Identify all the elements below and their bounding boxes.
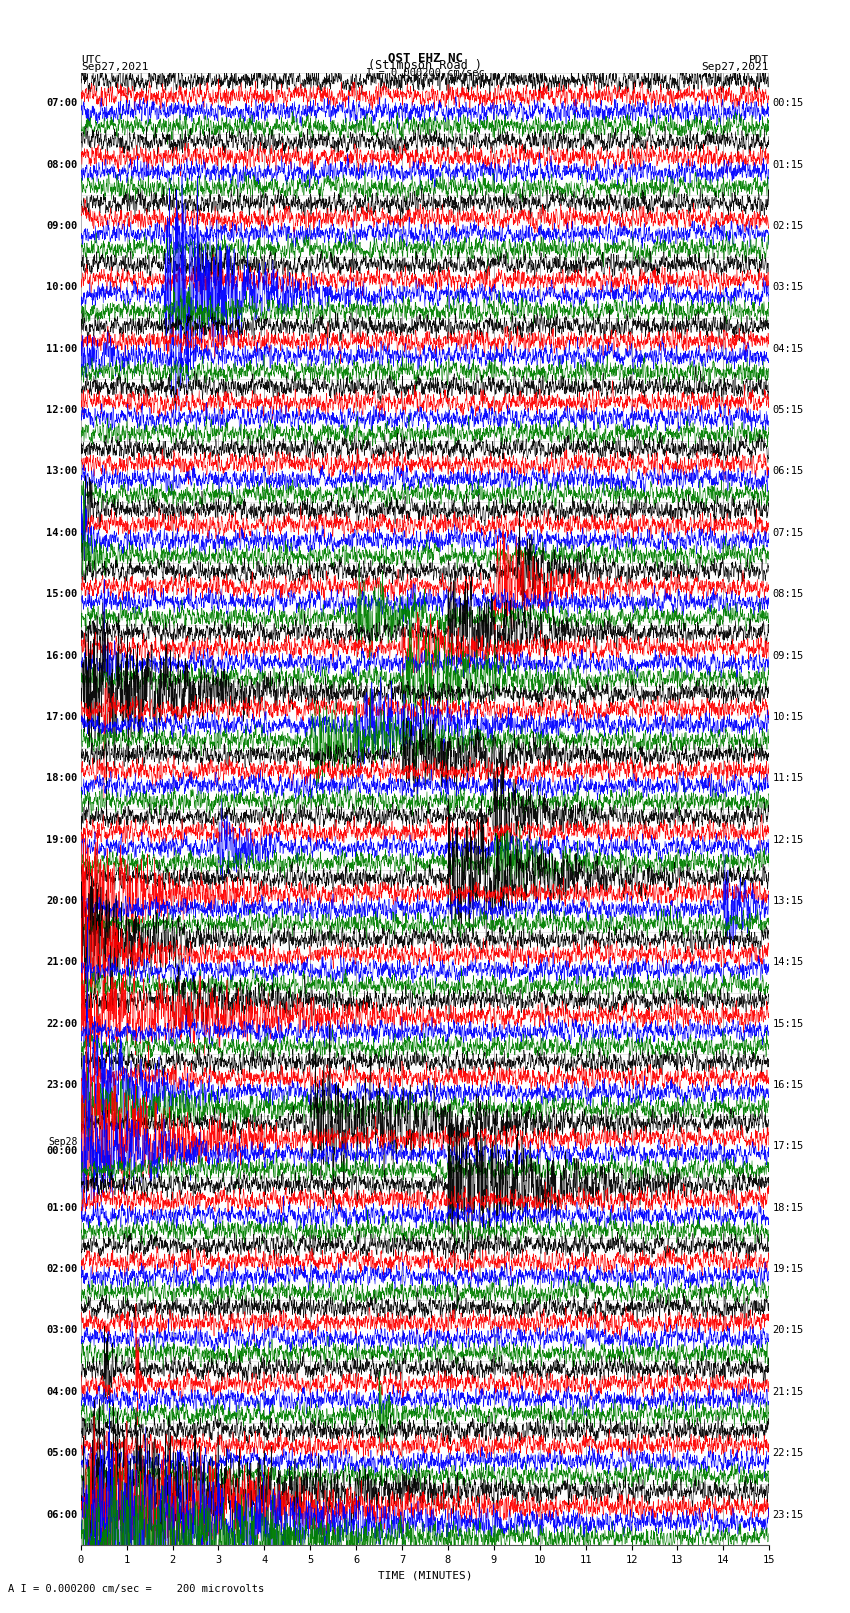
Text: I = 0.000200 cm/sec: I = 0.000200 cm/sec <box>366 68 484 77</box>
Text: 15:00: 15:00 <box>46 589 77 598</box>
Text: 12:00: 12:00 <box>46 405 77 415</box>
Text: 22:00: 22:00 <box>46 1019 77 1029</box>
Text: UTC: UTC <box>81 55 101 65</box>
X-axis label: TIME (MINUTES): TIME (MINUTES) <box>377 1571 473 1581</box>
Text: 20:15: 20:15 <box>773 1326 804 1336</box>
Text: 19:15: 19:15 <box>773 1265 804 1274</box>
Text: 07:15: 07:15 <box>773 527 804 537</box>
Text: 10:00: 10:00 <box>46 282 77 292</box>
Text: 21:00: 21:00 <box>46 958 77 968</box>
Text: 09:15: 09:15 <box>773 650 804 660</box>
Text: Sep27,2021: Sep27,2021 <box>702 61 769 71</box>
Text: 13:00: 13:00 <box>46 466 77 476</box>
Text: 10:15: 10:15 <box>773 711 804 723</box>
Text: (Stimpson Road ): (Stimpson Road ) <box>368 58 482 71</box>
Text: 03:15: 03:15 <box>773 282 804 292</box>
Text: 04:00: 04:00 <box>46 1387 77 1397</box>
Text: 19:00: 19:00 <box>46 834 77 845</box>
Text: 03:00: 03:00 <box>46 1326 77 1336</box>
Text: 01:15: 01:15 <box>773 160 804 169</box>
Text: 04:15: 04:15 <box>773 344 804 353</box>
Text: 00:00: 00:00 <box>46 1145 77 1157</box>
Text: 17:15: 17:15 <box>773 1142 804 1152</box>
Text: 08:15: 08:15 <box>773 589 804 598</box>
Text: 18:15: 18:15 <box>773 1203 804 1213</box>
Text: 14:00: 14:00 <box>46 527 77 537</box>
Text: 06:00: 06:00 <box>46 1510 77 1519</box>
Text: 14:15: 14:15 <box>773 958 804 968</box>
Text: 18:00: 18:00 <box>46 773 77 784</box>
Text: 12:15: 12:15 <box>773 834 804 845</box>
Text: 20:00: 20:00 <box>46 895 77 907</box>
Text: A I = 0.000200 cm/sec =    200 microvolts: A I = 0.000200 cm/sec = 200 microvolts <box>8 1584 264 1594</box>
Text: 21:15: 21:15 <box>773 1387 804 1397</box>
Text: 22:15: 22:15 <box>773 1448 804 1458</box>
Text: 11:00: 11:00 <box>46 344 77 353</box>
Text: 06:15: 06:15 <box>773 466 804 476</box>
Text: 01:00: 01:00 <box>46 1203 77 1213</box>
Text: 16:15: 16:15 <box>773 1081 804 1090</box>
Text: 08:00: 08:00 <box>46 160 77 169</box>
Text: Sep27,2021: Sep27,2021 <box>81 61 148 71</box>
Text: 09:00: 09:00 <box>46 221 77 231</box>
Text: 13:15: 13:15 <box>773 895 804 907</box>
Text: Sep28: Sep28 <box>48 1137 77 1147</box>
Text: 17:00: 17:00 <box>46 711 77 723</box>
Text: 02:00: 02:00 <box>46 1265 77 1274</box>
Text: 15:15: 15:15 <box>773 1019 804 1029</box>
Text: 07:00: 07:00 <box>46 98 77 108</box>
Text: 05:15: 05:15 <box>773 405 804 415</box>
Text: 02:15: 02:15 <box>773 221 804 231</box>
Text: 05:00: 05:00 <box>46 1448 77 1458</box>
Text: 00:15: 00:15 <box>773 98 804 108</box>
Text: OST EHZ NC: OST EHZ NC <box>388 52 462 65</box>
Text: PDT: PDT <box>749 55 769 65</box>
Text: 16:00: 16:00 <box>46 650 77 660</box>
Text: 23:15: 23:15 <box>773 1510 804 1519</box>
Text: 23:00: 23:00 <box>46 1081 77 1090</box>
Text: 11:15: 11:15 <box>773 773 804 784</box>
